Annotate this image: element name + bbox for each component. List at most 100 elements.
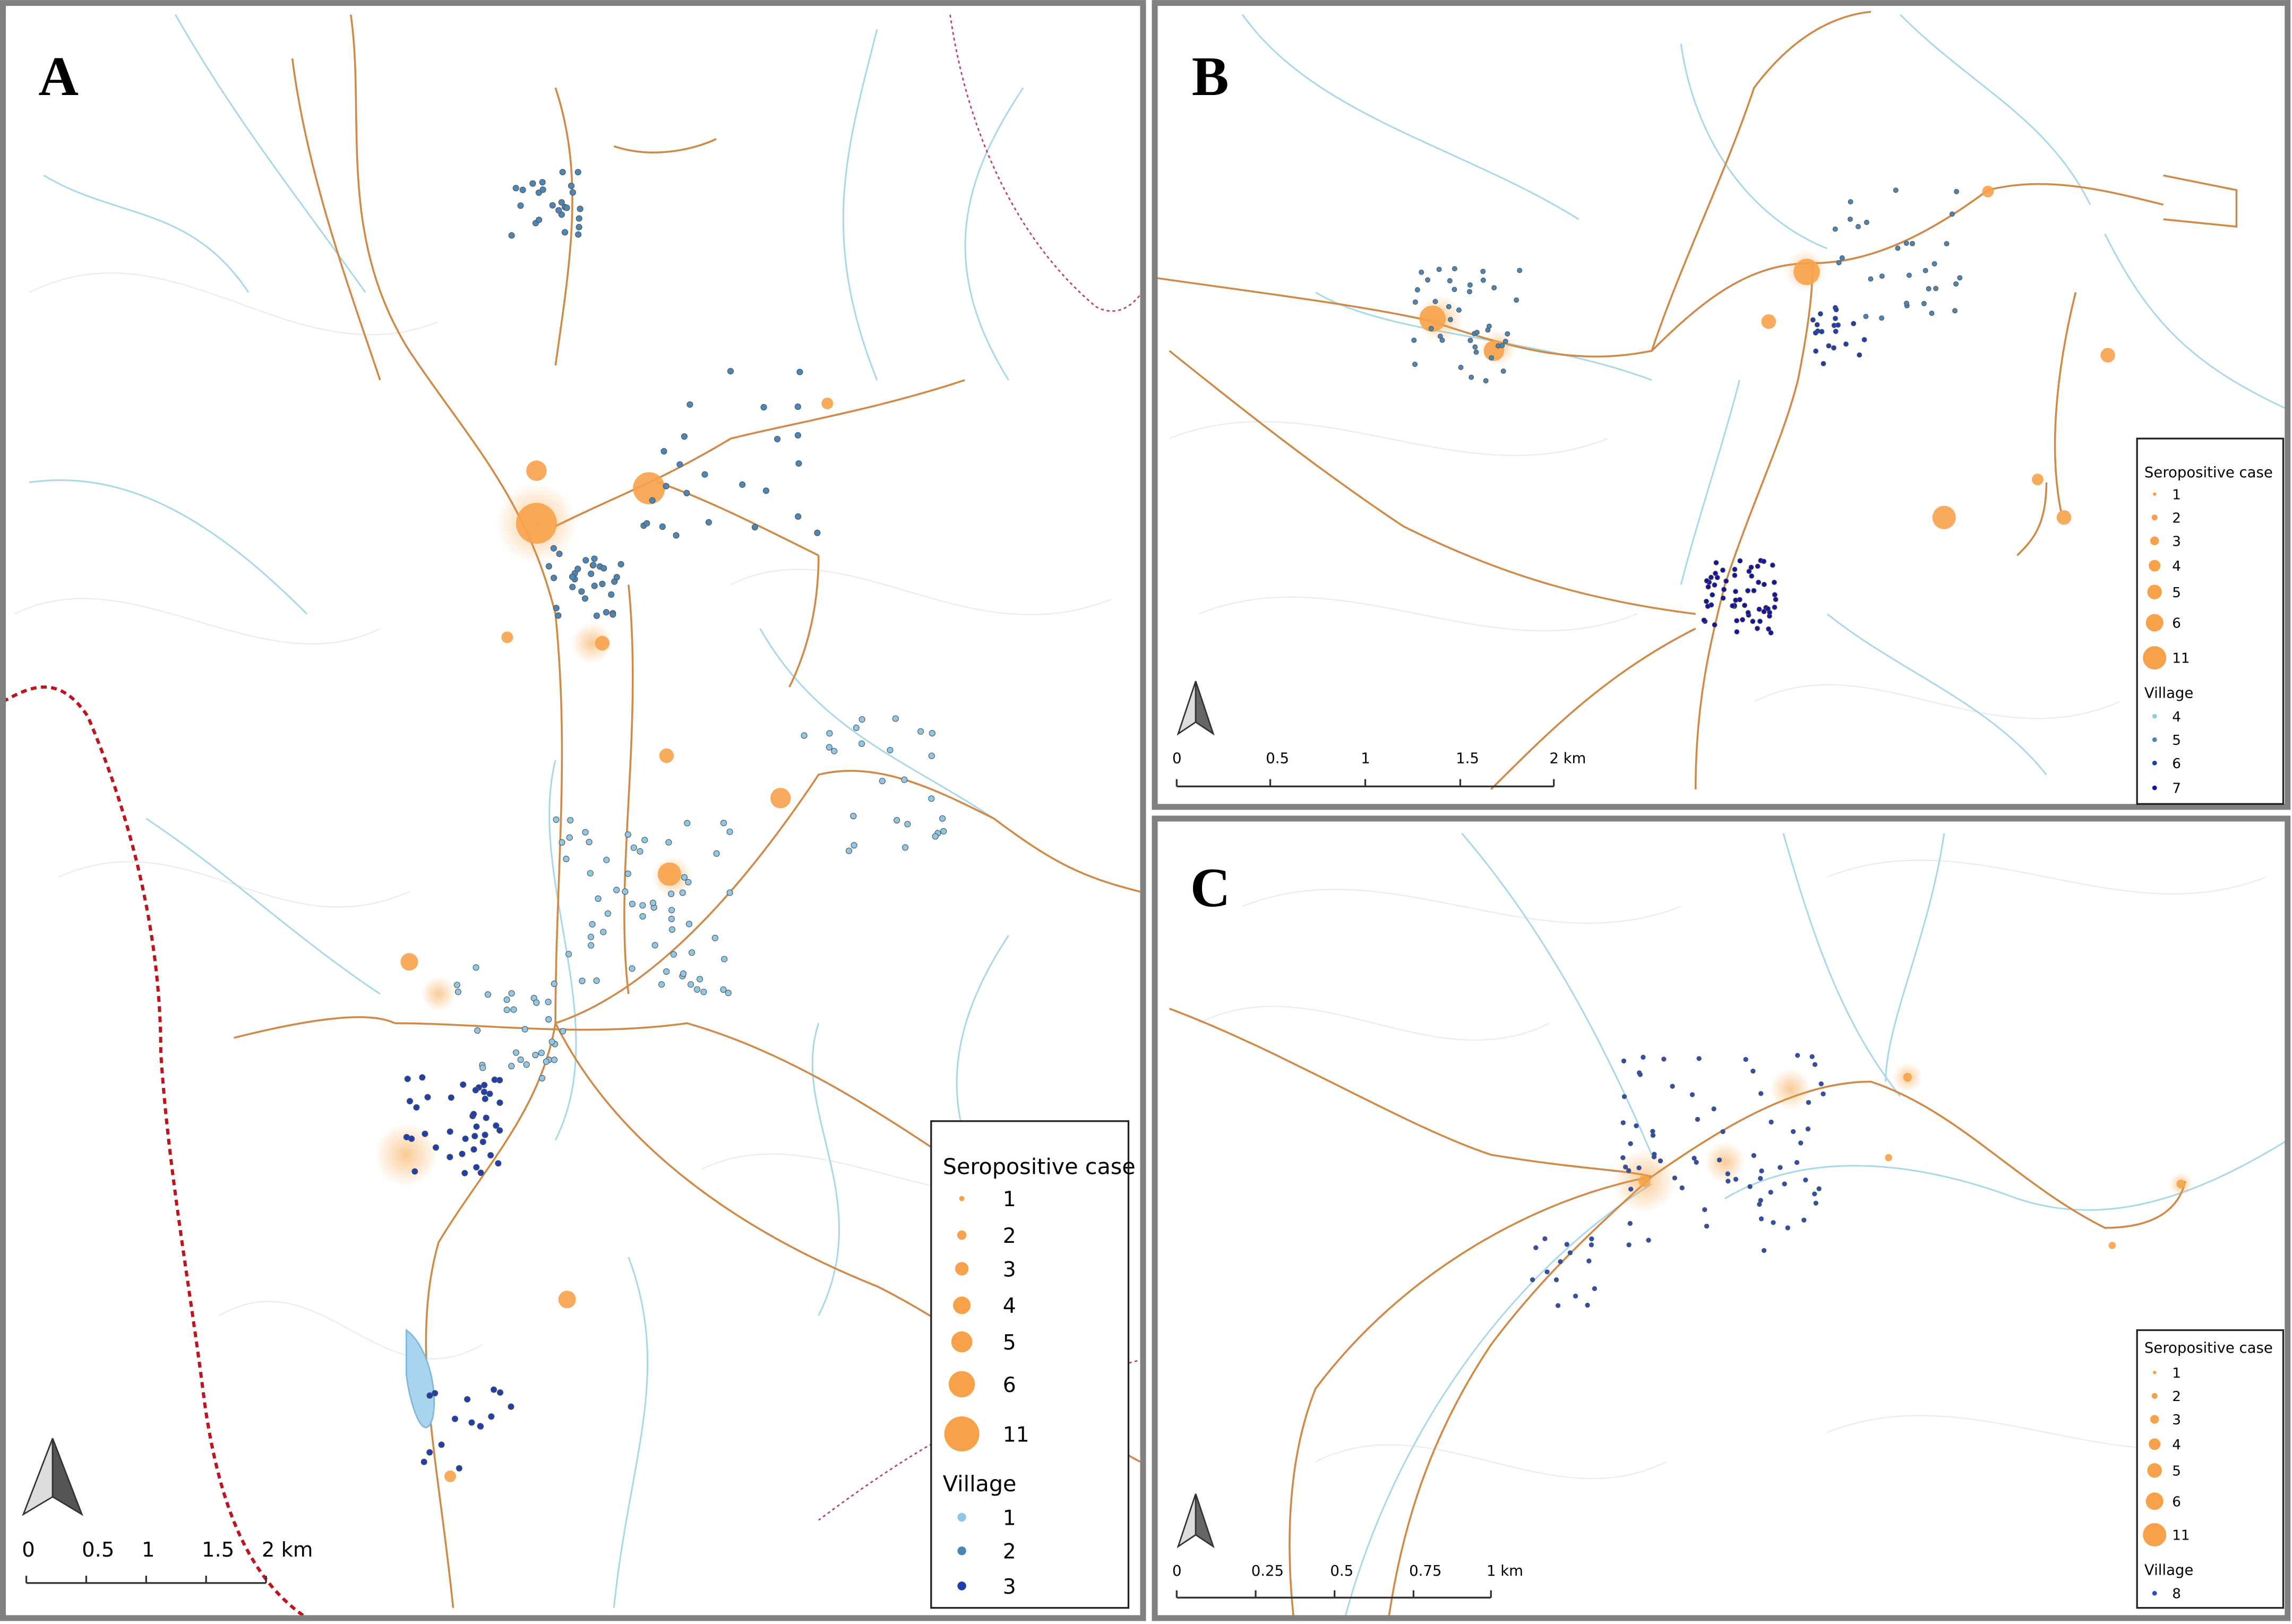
map-point [553,816,560,823]
map-point [496,1099,503,1106]
map-point [459,1150,466,1157]
legend-title: Village [2144,685,2193,702]
map-point [676,461,683,468]
map-point [1818,1081,1824,1087]
map-point [1790,1129,1796,1135]
map-point [603,609,610,616]
case-point [526,460,547,481]
map-point [685,921,693,927]
legend-entry: 5 [2172,1463,2181,1479]
map-point [480,1088,487,1095]
map-point [1702,1207,1707,1213]
map-point [484,991,492,998]
map-point [496,1077,503,1084]
legend-entry: 2 [1003,1224,1016,1248]
map-point [508,1063,515,1070]
map-point [1503,339,1508,345]
map-point [1953,281,1959,287]
map-point [456,1465,462,1472]
map-point [1646,1238,1651,1243]
map-point [482,1131,488,1138]
map-point [853,724,860,732]
map-point [831,747,838,754]
map-point [624,831,631,838]
map-point [801,732,808,739]
map-point [1467,282,1473,288]
map-point [1641,1054,1646,1060]
map-point [1832,226,1838,232]
map-point [588,942,595,949]
map-point [462,1135,469,1142]
map-point [1452,266,1457,272]
map-point [1500,368,1506,374]
map-point [1879,273,1885,279]
map-point [1757,1201,1762,1207]
scale-label: 2 km [1549,750,1586,767]
map-point [660,448,667,455]
map-point [1761,609,1767,614]
map-point [1761,1248,1767,1253]
north-arrow [1177,681,1215,736]
scale-label: 1 [1361,750,1370,767]
map-point [495,1160,502,1167]
map-point [474,1027,481,1034]
map-point [1558,1259,1563,1265]
map-point [1926,286,1932,291]
map-point [1906,272,1912,278]
map-point [420,1458,427,1465]
map-point [1821,1091,1826,1097]
map-point [559,839,565,846]
map-point [1932,261,1937,267]
map-point [1555,1303,1561,1308]
map-point [538,1050,545,1056]
map-point [600,565,607,572]
map-point [1745,609,1751,615]
map-point [1895,245,1901,251]
map-point [1712,582,1718,588]
map-point [569,189,576,196]
map-point [1701,617,1707,623]
map-point [643,520,650,527]
map-point [481,1081,488,1088]
map-point [539,179,546,186]
panel-frame [0,0,1146,1621]
map-point [665,839,672,846]
scale-label: 1 [142,1538,155,1562]
map-point [1448,316,1453,322]
map-point [622,888,629,895]
map-point [845,847,853,854]
map-point [1833,307,1839,313]
map-point [1412,299,1418,305]
map-point [1812,1191,1817,1197]
map-point [1863,314,1869,320]
legend-symbol [957,1582,966,1591]
legend-symbol [2152,714,2157,719]
map-point [1761,581,1767,587]
panel-label: C [1190,857,1231,918]
map-point [794,403,801,410]
map-point [1679,1185,1685,1191]
map-point [1573,1293,1578,1299]
case-point [2100,348,2115,363]
legend-entry: 8 [2172,1586,2181,1602]
map-point [1922,268,1928,273]
map-point [1564,1242,1569,1247]
map-point [794,432,801,439]
map-point [587,870,594,877]
map-point [1954,188,1960,194]
legend-symbol [2152,760,2157,766]
legend-entry: 7 [2172,781,2181,797]
map-point [639,902,646,909]
map-point [1473,349,1479,355]
map-point [1770,562,1775,568]
map-point [496,1127,503,1134]
scale-label: 0 [1172,750,1182,767]
map-point [1447,278,1453,283]
legend-symbol [944,1416,980,1452]
map-point [1768,1190,1773,1195]
scale-label: 0 [22,1538,35,1562]
map-point [928,795,935,802]
map-point [1661,1056,1667,1062]
map-point [460,1081,467,1088]
map-point [658,981,665,988]
